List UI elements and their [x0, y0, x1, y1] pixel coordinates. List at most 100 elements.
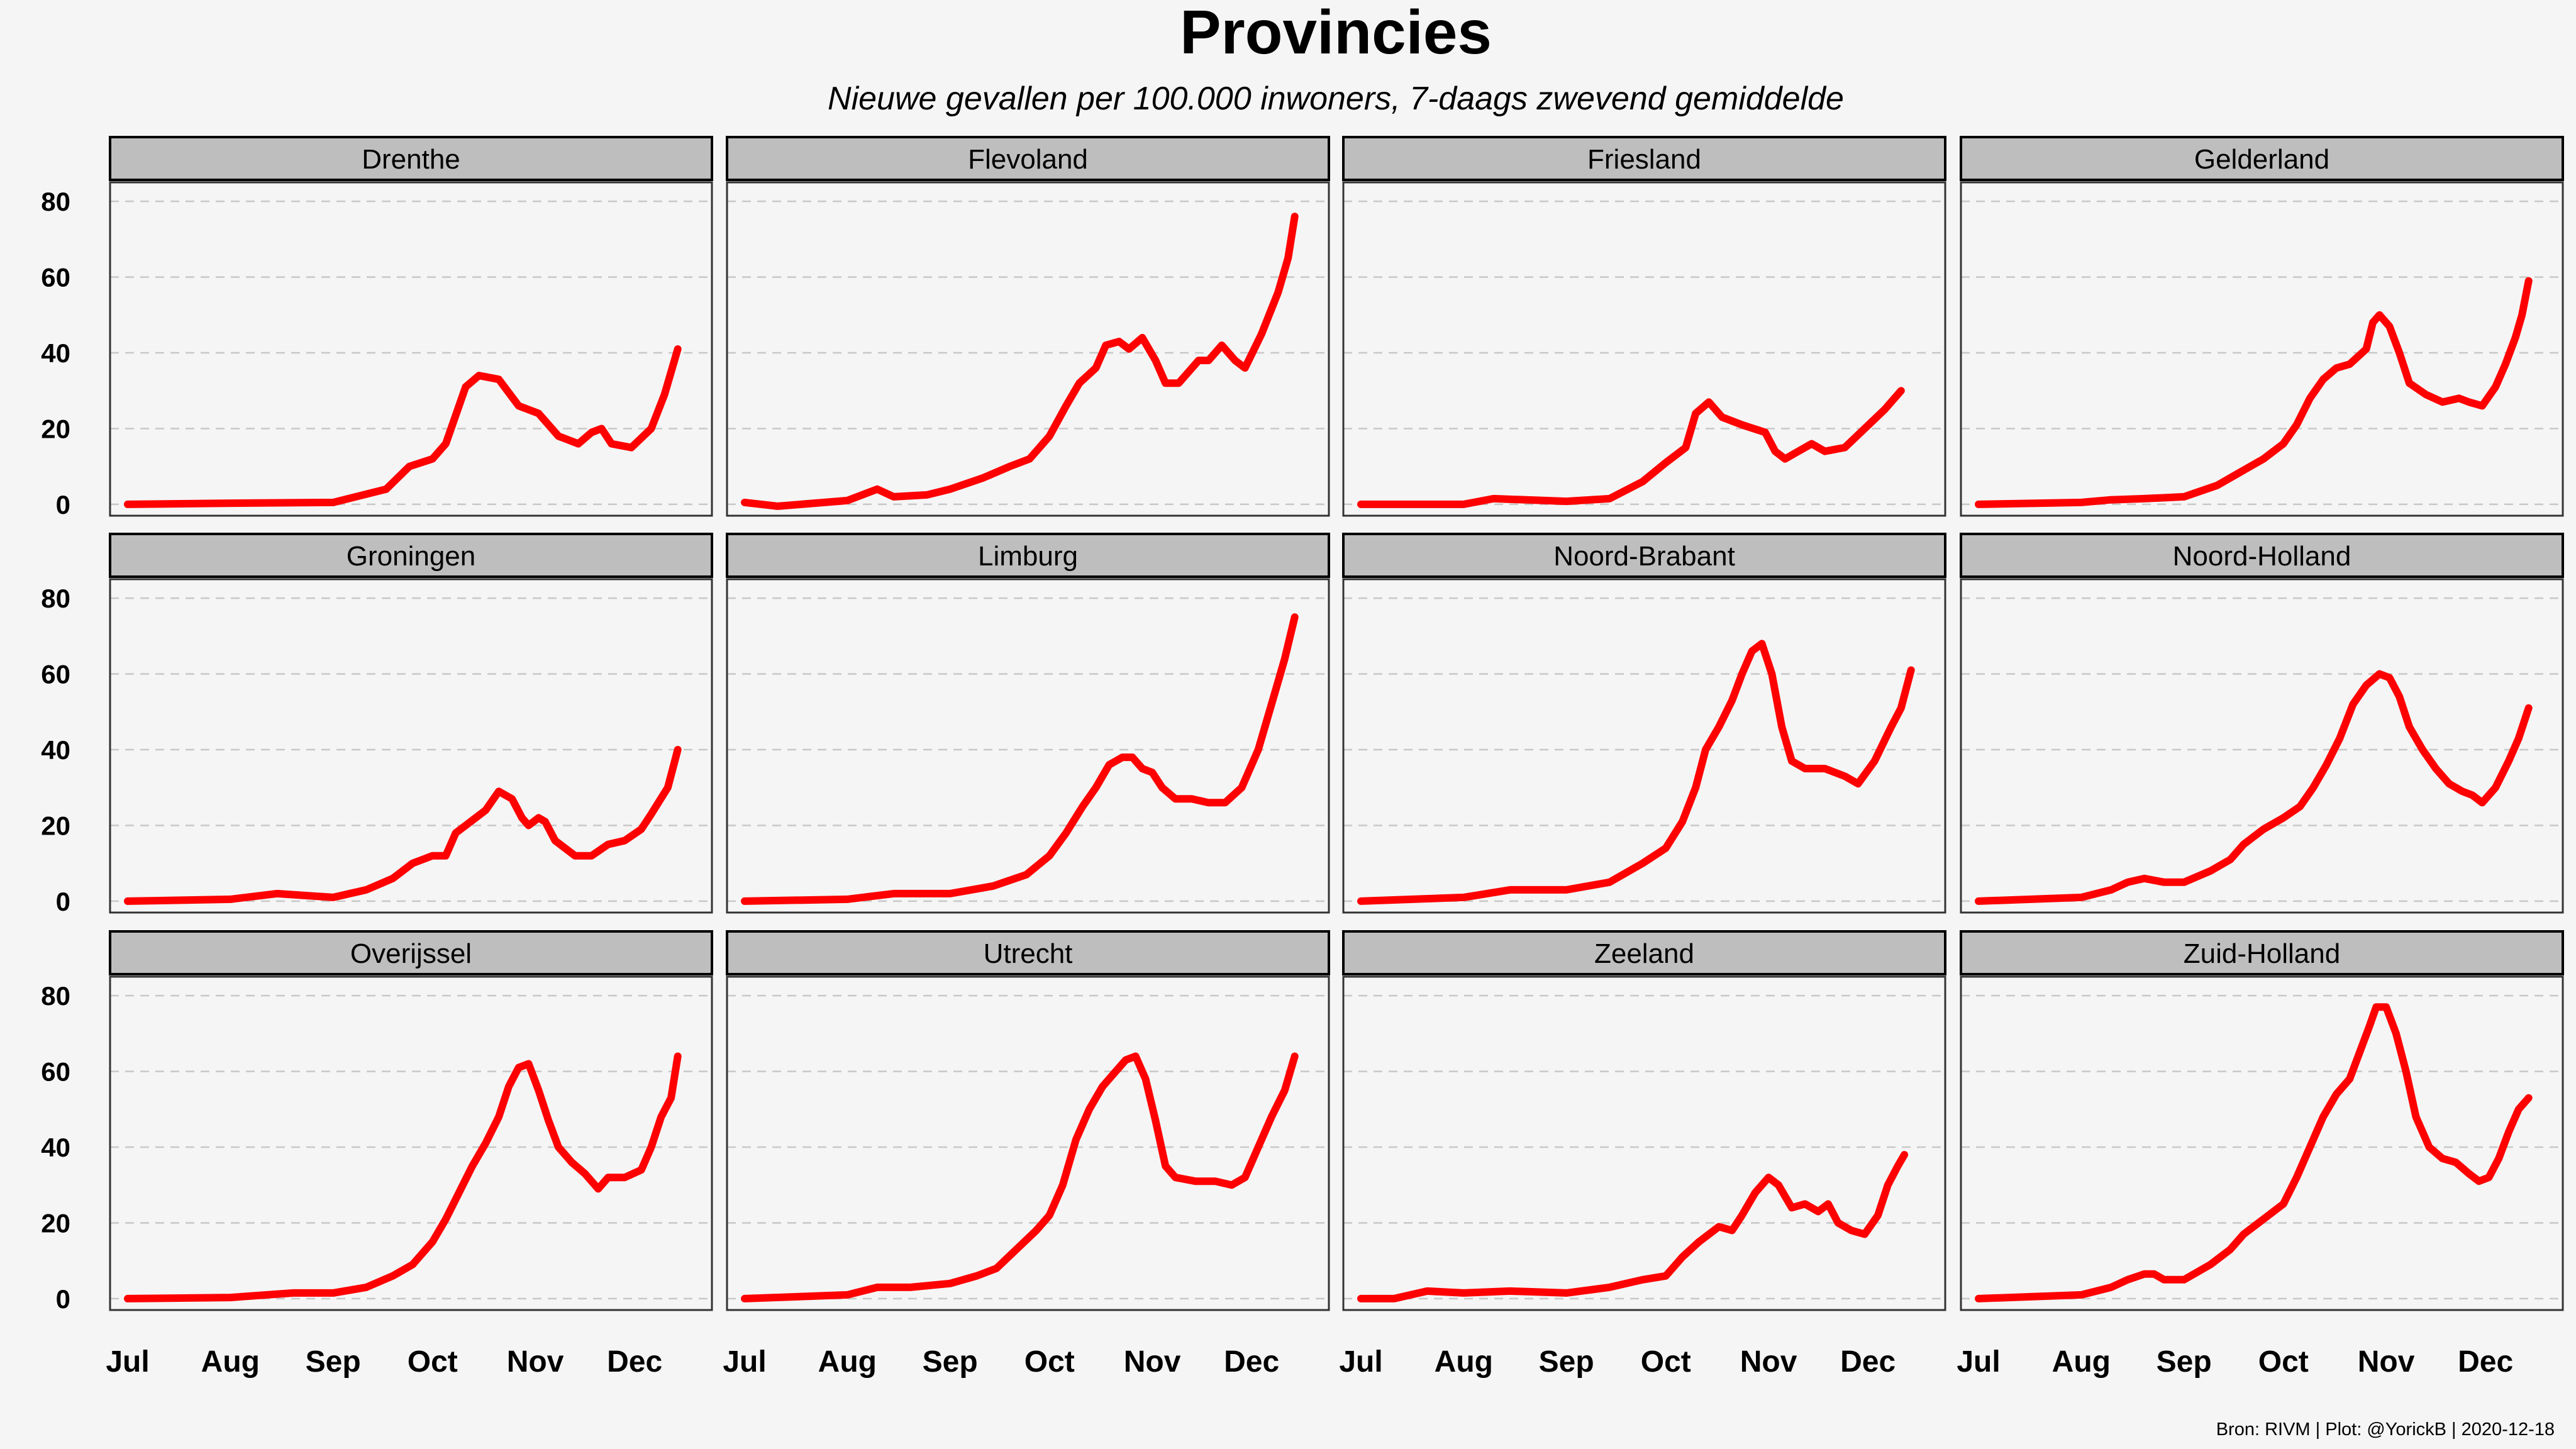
y-tick-label: 60 — [41, 263, 70, 292]
facet-strip-label: Zeeland — [1594, 938, 1694, 969]
y-tick-label: 20 — [41, 811, 70, 840]
panel-background — [1343, 182, 1945, 516]
y-tick-label: 40 — [41, 338, 70, 368]
panel-border — [726, 181, 1330, 517]
panel-background — [1961, 977, 2563, 1310]
x-tick-label: Nov — [507, 1345, 564, 1379]
series-line-limburg — [741, 613, 1299, 905]
facet-strip — [1342, 136, 1946, 181]
panel-border — [1342, 975, 1946, 1311]
panel-border — [1960, 578, 2564, 914]
y-tick-label: 40 — [41, 735, 70, 765]
series-line-drenthe — [124, 345, 682, 508]
x-tick-label: Oct — [2258, 1345, 2309, 1379]
facet-strip — [726, 533, 1330, 578]
series-line-noord-holland — [1975, 670, 2533, 905]
series-line-groningen — [124, 746, 682, 905]
x-tick-label: Oct — [408, 1345, 458, 1379]
y-tick-label: 20 — [41, 414, 70, 443]
panel-border — [1960, 181, 2564, 517]
panel-border — [109, 975, 713, 1311]
facet-strip — [1960, 533, 2564, 578]
panel-background — [110, 182, 712, 516]
series-line-zuid-holland — [1975, 1003, 2533, 1302]
y-tick-label: 80 — [41, 584, 70, 613]
facet-strip — [726, 930, 1330, 975]
y-tick-label: 0 — [56, 887, 70, 916]
x-tick-label: Jul — [106, 1345, 149, 1379]
x-tick-label: Aug — [1435, 1345, 1493, 1379]
facet-strip-label: Friesland — [1587, 144, 1701, 175]
x-tick-label: Nov — [1124, 1345, 1181, 1379]
series-line-utrecht — [741, 1052, 1299, 1302]
panel-background — [1961, 182, 2563, 516]
panel-border — [109, 181, 713, 517]
x-tick-label: Oct — [1024, 1345, 1075, 1379]
x-tick-label: Sep — [306, 1345, 361, 1379]
x-tick-label: Aug — [201, 1345, 260, 1379]
x-tick-label: Nov — [2358, 1345, 2415, 1379]
facet-strip-label: Groningen — [347, 541, 475, 572]
series-line-gelderland — [1975, 277, 2533, 508]
panel-border — [1342, 181, 1946, 517]
panel-border — [726, 975, 1330, 1311]
y-tick-label: 0 — [56, 490, 70, 519]
y-tick-label: 20 — [41, 1208, 70, 1238]
y-tick-label: 80 — [41, 981, 70, 1011]
panel-background — [110, 977, 712, 1310]
x-tick-label: Oct — [1641, 1345, 1691, 1379]
facet-strip-label: Overijssel — [350, 938, 472, 969]
x-tick-label: Jul — [1957, 1345, 2000, 1379]
panel-border — [109, 578, 713, 914]
x-tick-label: Aug — [818, 1345, 877, 1379]
facet-strip-label: Flevoland — [968, 144, 1088, 175]
x-tick-label: Jul — [723, 1345, 766, 1379]
x-tick-label: Nov — [1740, 1345, 1797, 1379]
chart-caption: Bron: RIVM | Plot: @YorickB | 2020-12-18 — [2216, 1419, 2555, 1440]
series-line-overijssel — [124, 1052, 682, 1302]
y-tick-label: 60 — [41, 1057, 70, 1087]
series-line-flevoland — [741, 213, 1299, 510]
facet-strip-label: Gelderland — [2194, 144, 2329, 175]
y-tick-label: 0 — [56, 1284, 70, 1314]
panel-background — [1961, 579, 2563, 913]
facet-strip — [1960, 136, 2564, 181]
facet-strip — [1960, 930, 2564, 975]
panel-border — [1342, 578, 1946, 914]
series-line-zeeland — [1357, 1151, 1909, 1302]
chart-title: Provincies — [1180, 0, 1492, 67]
facet-strip — [109, 533, 713, 578]
panel-background — [110, 579, 712, 913]
x-tick-label: Dec — [1224, 1345, 1279, 1379]
y-tick-label: 80 — [41, 187, 70, 216]
facet-strip — [109, 930, 713, 975]
facet-strip-label: Noord-Holland — [2173, 541, 2351, 572]
facet-strip-label: Noord-Brabant — [1553, 541, 1735, 572]
panel-border — [726, 578, 1330, 914]
x-tick-label: Jul — [1339, 1345, 1382, 1379]
facet-strip-label: Zuid-Holland — [2184, 938, 2340, 969]
x-tick-label: Sep — [1539, 1345, 1594, 1379]
x-tick-label: Sep — [2157, 1345, 2212, 1379]
panel-background — [727, 579, 1329, 913]
facet-strip-label: Drenthe — [362, 144, 460, 175]
x-tick-label: Dec — [1840, 1345, 1896, 1379]
facet-strip-label: Utrecht — [984, 938, 1073, 969]
panel-background — [727, 977, 1329, 1310]
facet-strip — [726, 136, 1330, 181]
x-tick-label: Dec — [607, 1345, 662, 1379]
panel-background — [1343, 579, 1945, 913]
x-tick-label: Aug — [2052, 1345, 2111, 1379]
facet-strip — [109, 136, 713, 181]
facet-strip — [1342, 533, 1946, 578]
series-line-friesland — [1357, 387, 1905, 508]
facet-strip — [1342, 930, 1946, 975]
y-tick-label: 40 — [41, 1133, 70, 1162]
x-tick-label: Dec — [2458, 1345, 2513, 1379]
y-tick-label: 60 — [41, 660, 70, 689]
series-line-noord-brabant — [1357, 640, 1915, 905]
panel-border — [1960, 975, 2564, 1311]
panel-background — [727, 182, 1329, 516]
